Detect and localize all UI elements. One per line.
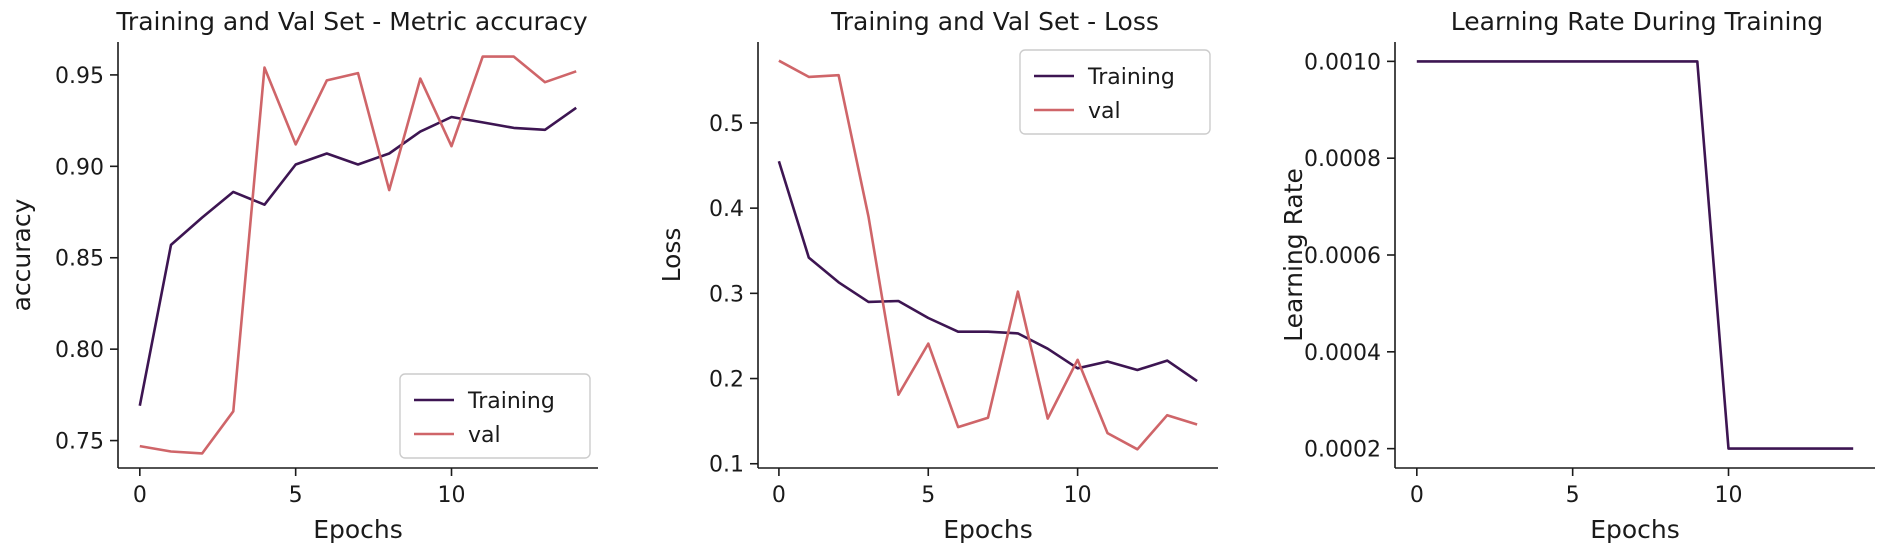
x-tick-label: 10 [438,483,466,508]
legend-entry: Training [467,389,555,414]
x-tick-label: 0 [133,483,147,508]
legend-box [399,373,591,459]
legend-entry: Training [1087,65,1175,90]
y-tick-label: 0.1 [709,453,744,478]
y-tick-label: 0.3 [709,282,744,307]
x-tick-label: 0 [772,483,786,508]
x-tick-label: 10 [1715,483,1743,508]
series-line-val [778,59,1198,451]
y-tick-label: 0.4 [709,197,744,222]
y-tick-label: 0.90 [55,155,104,180]
y-tick-label: 0.80 [55,338,104,363]
x-tick-label: 5 [1566,483,1580,508]
y-tick-label: 0.5 [709,112,744,137]
series-line-learning-rate [1416,60,1854,450]
y-tick-label: 0.0006 [1304,244,1381,269]
x-tick-label: 5 [289,483,303,508]
series-line-val [139,55,577,455]
x-axis-label: Epochs [943,515,1033,544]
x-tick-label: 10 [1064,483,1092,508]
y-tick-label: 0.0010 [1304,50,1381,75]
loss-chart: Training and Val Set - Loss 0.1 0.2 0.3 0.4 0… [657,7,1218,544]
y-tick-label: 0.0004 [1304,341,1381,366]
x-axis-label: Epochs [313,515,403,544]
legend: Training val [1019,49,1211,135]
chart-title: Learning Rate During Training [1451,7,1823,36]
legend-entry: val [468,423,501,448]
legend: Training val [399,373,591,459]
y-axis-label: Loss [657,228,686,283]
series-line-training [138,106,577,407]
x-tick-label: 0 [1410,483,1424,508]
accuracy-chart: Training and Val Set - Metric accuracy 0.… [7,7,598,544]
series-line-training [777,160,1198,383]
y-axis-label: accuracy [7,198,36,311]
legend-entry: val [1088,99,1121,124]
chart-title: Training and Val Set - Loss [830,7,1159,36]
x-axis-label: Epochs [1590,515,1680,544]
y-tick-label: 0.95 [55,64,104,89]
learning-rate-chart: Learning Rate During Training 0.0002 0.000… [1279,7,1875,544]
y-tick-label: 0.75 [55,430,104,455]
legend-box [1019,49,1211,135]
y-axis-label: Learning Rate [1279,168,1308,342]
chart-title: Training and Val Set - Metric accuracy [115,7,588,36]
y-tick-label: 0.0002 [1304,438,1381,463]
y-tick-label: 0.85 [55,247,104,272]
y-tick-label: 0.0008 [1304,147,1381,172]
x-tick-label: 5 [921,483,935,508]
y-tick-label: 0.2 [709,368,744,393]
